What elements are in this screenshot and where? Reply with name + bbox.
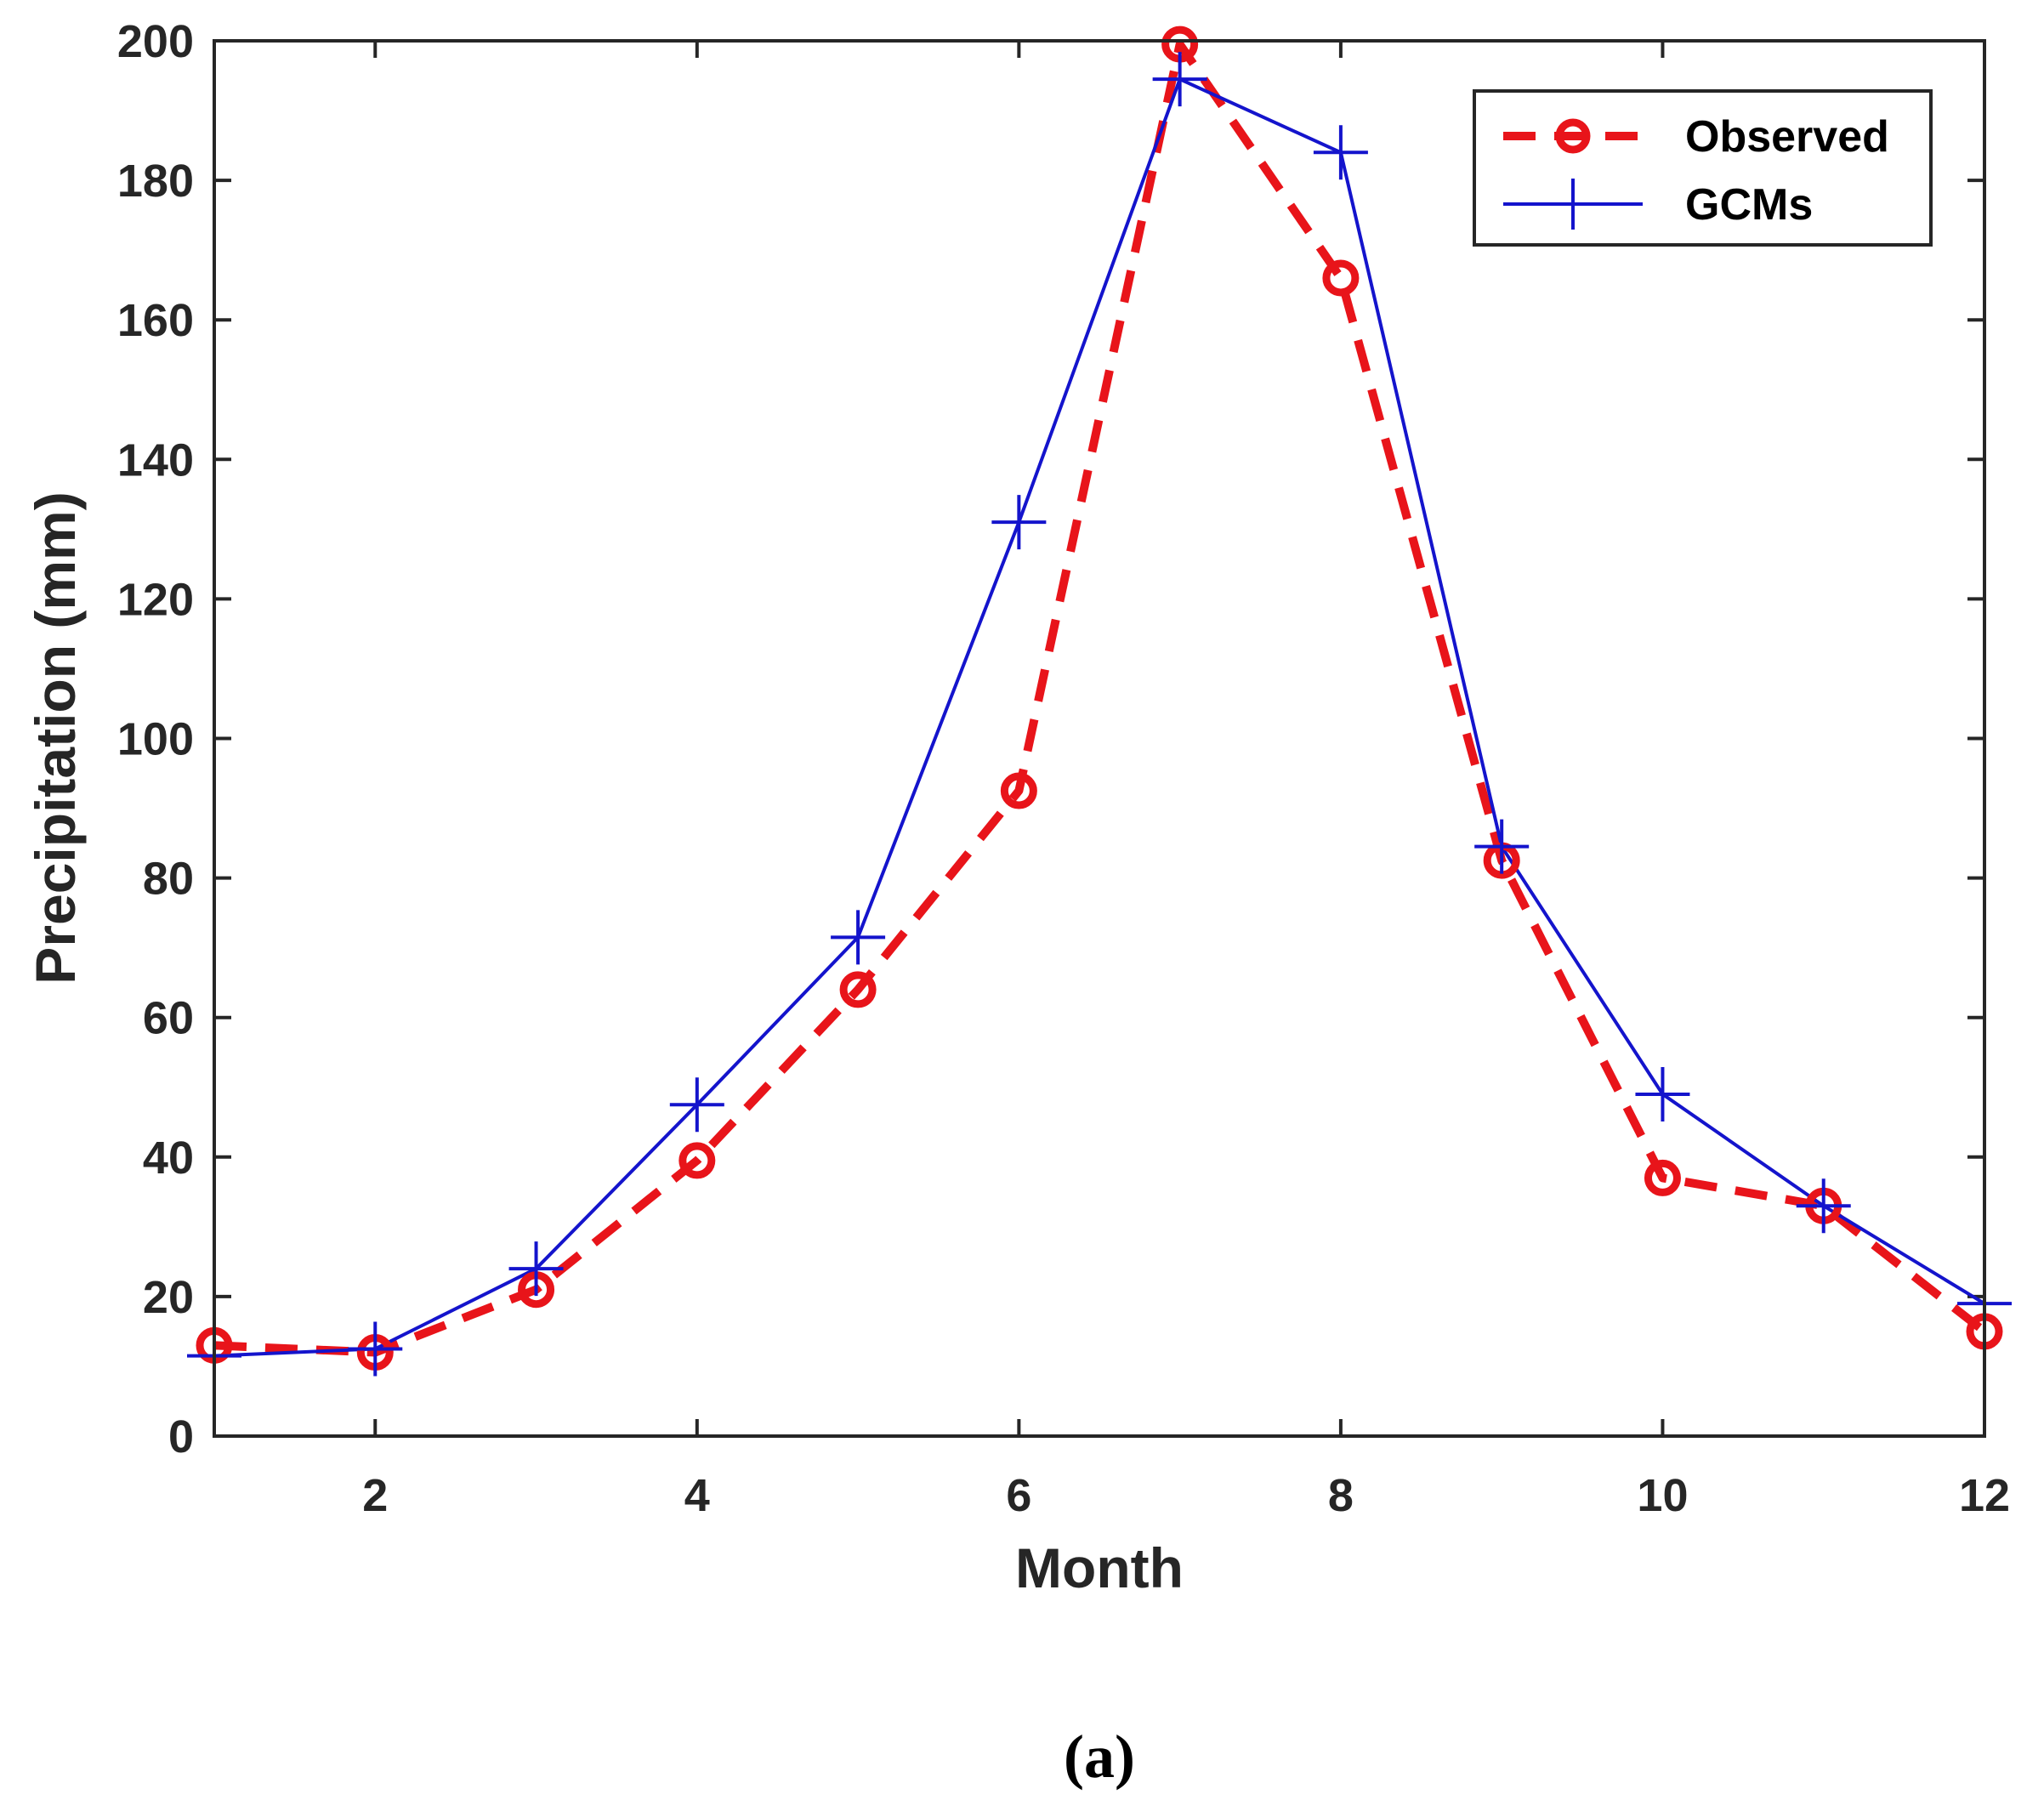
gcms-point: [669, 1077, 724, 1133]
y-tick-label: 60: [143, 993, 194, 1044]
y-tick-label: 100: [117, 714, 194, 765]
observed-point: [1644, 1159, 1681, 1196]
x-tick-label: 8: [1328, 1470, 1354, 1521]
y-tick-label: 40: [143, 1133, 194, 1184]
gcms-point: [1313, 125, 1368, 180]
x-tick-label: 4: [684, 1470, 710, 1521]
legend-gcms-marker: [1547, 179, 1598, 230]
y-tick-label: 140: [117, 434, 194, 485]
y-axis-title: Precipitation (mm): [24, 491, 87, 984]
gcms-point: [831, 910, 886, 965]
series-gcms-line: [213, 77, 1986, 1358]
x-tick-label: 12: [1959, 1470, 2010, 1521]
x-tick-label: 2: [362, 1470, 388, 1521]
gcms-point: [508, 1241, 564, 1297]
legend-gcms-label: GCMs: [1685, 180, 1813, 230]
observed-point: [1000, 772, 1037, 809]
x-axis-title: Month: [1015, 1536, 1184, 1599]
gcms-point: [348, 1321, 403, 1377]
y-tick-label: 20: [143, 1272, 194, 1323]
series-observed-line: [213, 40, 1988, 1357]
observed-point: [1322, 259, 1360, 297]
y-tick-label: 0: [168, 1411, 194, 1462]
y-tick-label: 80: [143, 854, 194, 905]
gcms-point: [1152, 52, 1207, 107]
observed-point: [678, 1142, 716, 1179]
gcms-point: [1635, 1066, 1690, 1121]
gcms-point: [1796, 1178, 1851, 1234]
plot-frame: [213, 39, 1986, 1438]
legend-observed-marker: [1555, 118, 1591, 154]
y-tick-label: 120: [117, 574, 194, 625]
y-tick-label: 160: [117, 295, 194, 346]
x-tick-label: 6: [1006, 1470, 1031, 1521]
gcms-point: [991, 495, 1047, 550]
x-tick-label: 10: [1637, 1470, 1688, 1521]
gcms-point: [1474, 819, 1530, 874]
observed-point: [839, 971, 877, 1008]
legend-observed-label: Observed: [1685, 112, 1889, 162]
y-tick-label: 200: [117, 16, 194, 67]
legend-box: [1473, 89, 1933, 247]
figure-caption: (a): [1064, 1723, 1135, 1791]
y-tick-label: 180: [117, 156, 194, 207]
legend: Observed GCMs: [1473, 89, 1933, 247]
